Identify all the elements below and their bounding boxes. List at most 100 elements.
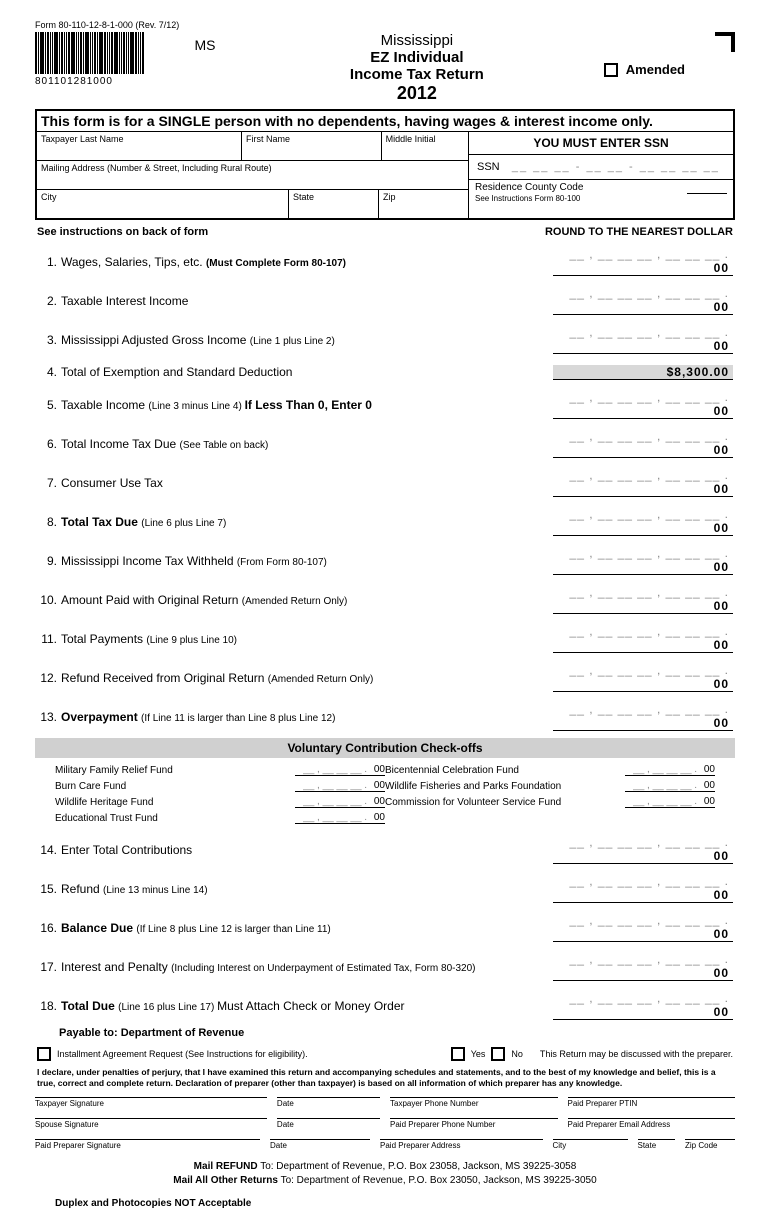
- contrib-label: Educational Trust Fund: [55, 813, 295, 824]
- amount-field[interactable]: __ , __ __ __ , __ __ __ . 00: [553, 585, 733, 614]
- mail-refund: To: Department of Revenue, P.O. Box 2305…: [260, 1161, 576, 1172]
- line-item: 8.Total Tax Due (Line 6 plus Line 7)__ ,…: [35, 504, 735, 539]
- amount-field[interactable]: __ , __ __ __ , __ __ __ . 00: [553, 702, 733, 731]
- amount-field[interactable]: $8,300.00: [553, 365, 733, 380]
- yes-checkbox[interactable]: [451, 1047, 465, 1061]
- line-item: 9.Mississippi Income Tax Withheld (From …: [35, 543, 735, 578]
- state-field[interactable]: State: [289, 190, 379, 218]
- amount-field[interactable]: __ , __ __ __ , __ __ __ . 00: [553, 247, 733, 276]
- contrib-amount[interactable]: __ , __ __ __ . 00: [625, 796, 715, 808]
- preparer-note: This Return may be discussed with the pr…: [540, 1049, 733, 1059]
- ssn-field[interactable]: SSN __ __ __ - __ __ - __ __ __ __: [469, 155, 733, 180]
- date-field-3[interactable]: Date: [270, 1139, 370, 1150]
- preparer-city[interactable]: City: [553, 1139, 628, 1150]
- amount-field[interactable]: __ , __ __ __ , __ __ __ . 00: [553, 507, 733, 536]
- preparer-email[interactable]: Paid Preparer Email Address: [568, 1118, 736, 1129]
- contrib-label: Wildlife Fisheries and Parks Foundation: [385, 781, 625, 792]
- title-return: Income Tax Return: [230, 66, 604, 83]
- line-item: 1.Wages, Salaries, Tips, etc. (Must Comp…: [35, 244, 735, 279]
- amount-field[interactable]: __ , __ __ __ , __ __ __ . 00: [553, 286, 733, 315]
- contrib-amount[interactable]: __ , __ __ __ . 00: [295, 764, 385, 776]
- line-item: 11.Total Payments (Line 9 plus Line 10)_…: [35, 621, 735, 656]
- amended-checkbox[interactable]: [604, 63, 618, 77]
- date-field-1[interactable]: Date: [277, 1097, 380, 1108]
- payable-to: Payable to: Department of Revenue: [35, 1027, 735, 1039]
- amount-field[interactable]: __ , __ __ __ , __ __ __ . 00: [553, 390, 733, 419]
- amount-field[interactable]: __ , __ __ __ , __ __ __ . 00: [553, 874, 733, 903]
- city-field[interactable]: City: [37, 190, 289, 218]
- spouse-signature[interactable]: Spouse Signature: [35, 1118, 267, 1129]
- taxpayer-signature[interactable]: Taxpayer Signature: [35, 1097, 267, 1108]
- contrib-amount[interactable]: __ , __ __ __ . 00: [295, 796, 385, 808]
- date-field-2[interactable]: Date: [277, 1118, 380, 1129]
- title-year: 2012: [230, 83, 604, 104]
- line-item: 13.Overpayment (If Line 11 is larger tha…: [35, 699, 735, 734]
- amount-field[interactable]: __ , __ __ __ , __ __ __ . 00: [553, 835, 733, 864]
- eligibility-notice: This form is for a SINGLE person with no…: [37, 111, 733, 132]
- corner-mark: [715, 32, 735, 52]
- county-field[interactable]: Residence County Code See Instructions F…: [469, 180, 733, 206]
- sig-row-3: Paid Preparer Signature Date Paid Prepar…: [35, 1139, 735, 1150]
- line-item: 5.Taxable Income (Line 3 minus Line 4) I…: [35, 387, 735, 422]
- form-number: Form 80-110-12-8-1-000 (Rev. 7/12): [35, 20, 735, 30]
- preparer-zip[interactable]: Zip Code: [685, 1139, 735, 1150]
- barcode-area: 801101281000: [35, 32, 180, 87]
- amount-field[interactable]: __ , __ __ __ , __ __ __ . 00: [553, 325, 733, 354]
- amount-field[interactable]: __ , __ __ __ , __ __ __ . 00: [553, 991, 733, 1020]
- contrib-label: Commission for Volunteer Service Fund: [385, 797, 625, 808]
- preparer-ptin[interactable]: Paid Preparer PTIN: [568, 1097, 736, 1108]
- sig-row-2: Spouse Signature Date Paid Preparer Phon…: [35, 1118, 735, 1129]
- preparer-state[interactable]: State: [638, 1139, 676, 1150]
- line-item: 18.Total Due (Line 16 plus Line 17) Must…: [35, 988, 735, 1023]
- contrib-label: Burn Care Fund: [55, 781, 295, 792]
- line-item: 17.Interest and Penalty (Including Inter…: [35, 949, 735, 984]
- installment-label: Installment Agreement Request (See Instr…: [57, 1049, 445, 1059]
- first-name-field[interactable]: First Name: [242, 132, 382, 160]
- no-checkbox[interactable]: [491, 1047, 505, 1061]
- instructions-left: See instructions on back of form: [37, 226, 208, 238]
- line-item: 3.Mississippi Adjusted Gross Income (Lin…: [35, 322, 735, 357]
- instructions-right: ROUND TO THE NEAREST DOLLAR: [545, 226, 733, 238]
- amount-field[interactable]: __ , __ __ __ , __ __ __ . 00: [553, 952, 733, 981]
- amount-field[interactable]: __ , __ __ __ , __ __ __ . 00: [553, 913, 733, 942]
- line-item: 4.Total of Exemption and Standard Deduct…: [35, 361, 735, 383]
- preparer-signature[interactable]: Paid Preparer Signature: [35, 1139, 260, 1150]
- duplex-notice: Duplex and Photocopies NOT Acceptable: [55, 1198, 735, 1209]
- mail-other: To: Department of Revenue, P.O. Box 2305…: [281, 1175, 597, 1186]
- contrib-amount[interactable]: __ , __ __ __ . 00: [625, 764, 715, 776]
- amended-label: Amended: [626, 62, 685, 77]
- contrib-label: Bicentennial Celebration Fund: [385, 765, 625, 776]
- contributions-header: Voluntary Contribution Check-offs: [35, 738, 735, 758]
- amended-area: Amended: [604, 62, 685, 77]
- line-item: 15.Refund (Line 13 minus Line 14)__ , __…: [35, 871, 735, 906]
- form-title: Mississippi EZ Individual Income Tax Ret…: [230, 32, 604, 104]
- barcode: [35, 32, 180, 74]
- amount-field[interactable]: __ , __ __ __ , __ __ __ . 00: [553, 624, 733, 653]
- last-name-field[interactable]: Taxpayer Last Name: [37, 132, 242, 160]
- state-code: MS: [180, 37, 230, 53]
- mailing-address-field[interactable]: Mailing Address (Number & Street, Includ…: [37, 161, 468, 189]
- amount-field[interactable]: __ , __ __ __ , __ __ __ . 00: [553, 468, 733, 497]
- middle-initial-field[interactable]: Middle Initial: [382, 132, 468, 160]
- contrib-amount[interactable]: __ , __ __ __ . 00: [295, 812, 385, 824]
- amount-field[interactable]: __ , __ __ __ , __ __ __ . 00: [553, 546, 733, 575]
- title-ez: EZ Individual: [230, 49, 604, 66]
- no-label: No: [511, 1049, 523, 1059]
- line-item: 10.Amount Paid with Original Return (Ame…: [35, 582, 735, 617]
- taxpayer-phone[interactable]: Taxpayer Phone Number: [390, 1097, 558, 1108]
- preparer-address[interactable]: Paid Preparer Address: [380, 1139, 543, 1150]
- installment-checkbox[interactable]: [37, 1047, 51, 1061]
- contrib-amount[interactable]: __ , __ __ __ . 00: [295, 780, 385, 792]
- ssn-header: YOU MUST ENTER SSN: [469, 132, 733, 155]
- line-item: 12.Refund Received from Original Return …: [35, 660, 735, 695]
- lines-section-2: 14.Enter Total Contributions__ , __ __ _…: [35, 832, 735, 1023]
- line-item: 7.Consumer Use Tax__ , __ __ __ , __ __ …: [35, 465, 735, 500]
- county-instructions: See Instructions Form 80-100: [475, 194, 580, 203]
- preparer-phone[interactable]: Paid Preparer Phone Number: [390, 1118, 558, 1129]
- amount-field[interactable]: __ , __ __ __ , __ __ __ . 00: [553, 663, 733, 692]
- yes-label: Yes: [471, 1049, 486, 1059]
- mail-info: Mail REFUND To: Department of Revenue, P…: [35, 1160, 735, 1188]
- contrib-amount[interactable]: __ , __ __ __ . 00: [625, 780, 715, 792]
- amount-field[interactable]: __ , __ __ __ , __ __ __ . 00: [553, 429, 733, 458]
- zip-field[interactable]: Zip: [379, 190, 468, 218]
